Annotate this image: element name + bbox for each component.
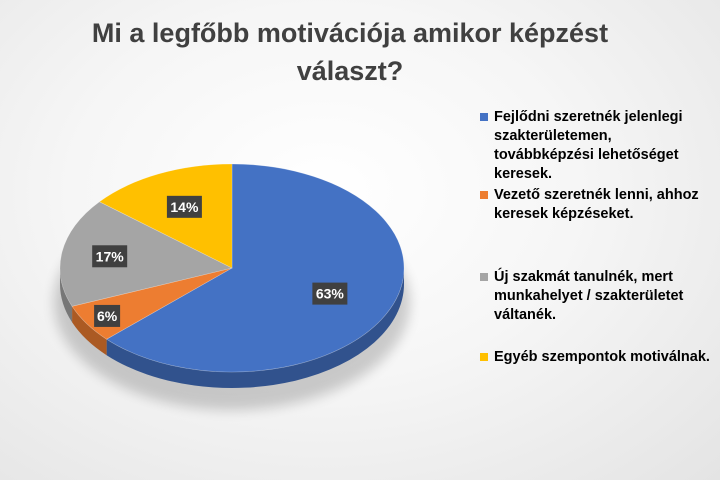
- legend-item-4: Egyéb szempontok motiválnak.: [480, 348, 715, 367]
- data-label-text-2: 6%: [97, 308, 118, 324]
- pie-slice-4: [98, 163, 233, 269]
- pie-slice-side-3: [60, 268, 73, 323]
- legend-label-4: Egyéb szempontok motiválnak.: [494, 349, 710, 365]
- legend-swatch-3: [480, 273, 488, 281]
- data-label-4: 14%: [166, 195, 202, 218]
- legend-item-3: Új szakmát tanulnék, mert munkahelyet / …: [480, 268, 715, 325]
- legend-swatch-2: [480, 191, 488, 199]
- legend-label-3: Új szakmát tanulnék, mert munkahelyet / …: [494, 269, 684, 323]
- data-label-box-1: [312, 282, 348, 305]
- chart-title: Mi a legfőbb motivációja amikor képzést …: [91, 18, 609, 86]
- data-label-text-1: 63%: [316, 286, 345, 302]
- data-label-box-3: [92, 245, 128, 268]
- data-label-text-4: 14%: [170, 199, 199, 215]
- data-label-box-2: [94, 304, 121, 327]
- legend-label-2: Vezető szeretnék lenni, ahhoz keresek ké…: [494, 187, 699, 222]
- data-label-text-3: 17%: [96, 248, 125, 264]
- pie-slice-side-1: [106, 268, 404, 388]
- data-label-1: 63%: [312, 282, 348, 305]
- data-label-3: 17%: [92, 245, 128, 268]
- pie-slice-1: [106, 163, 405, 373]
- legend-swatch-1: [480, 113, 488, 121]
- legend-item-1: Fejlődni szeretnék jelenlegi szakterület…: [480, 108, 715, 184]
- legend-swatch-4: [480, 353, 488, 361]
- legend-label-1: Fejlődni szeretnék jelenlegi szakterület…: [494, 109, 683, 182]
- pie-slice-side-2: [72, 306, 107, 356]
- data-label-2: 6%: [94, 304, 121, 327]
- pie-slice-3: [59, 201, 233, 307]
- data-label-box-4: [166, 195, 202, 218]
- legend-item-2: Vezető szeretnék lenni, ahhoz keresek ké…: [480, 186, 715, 224]
